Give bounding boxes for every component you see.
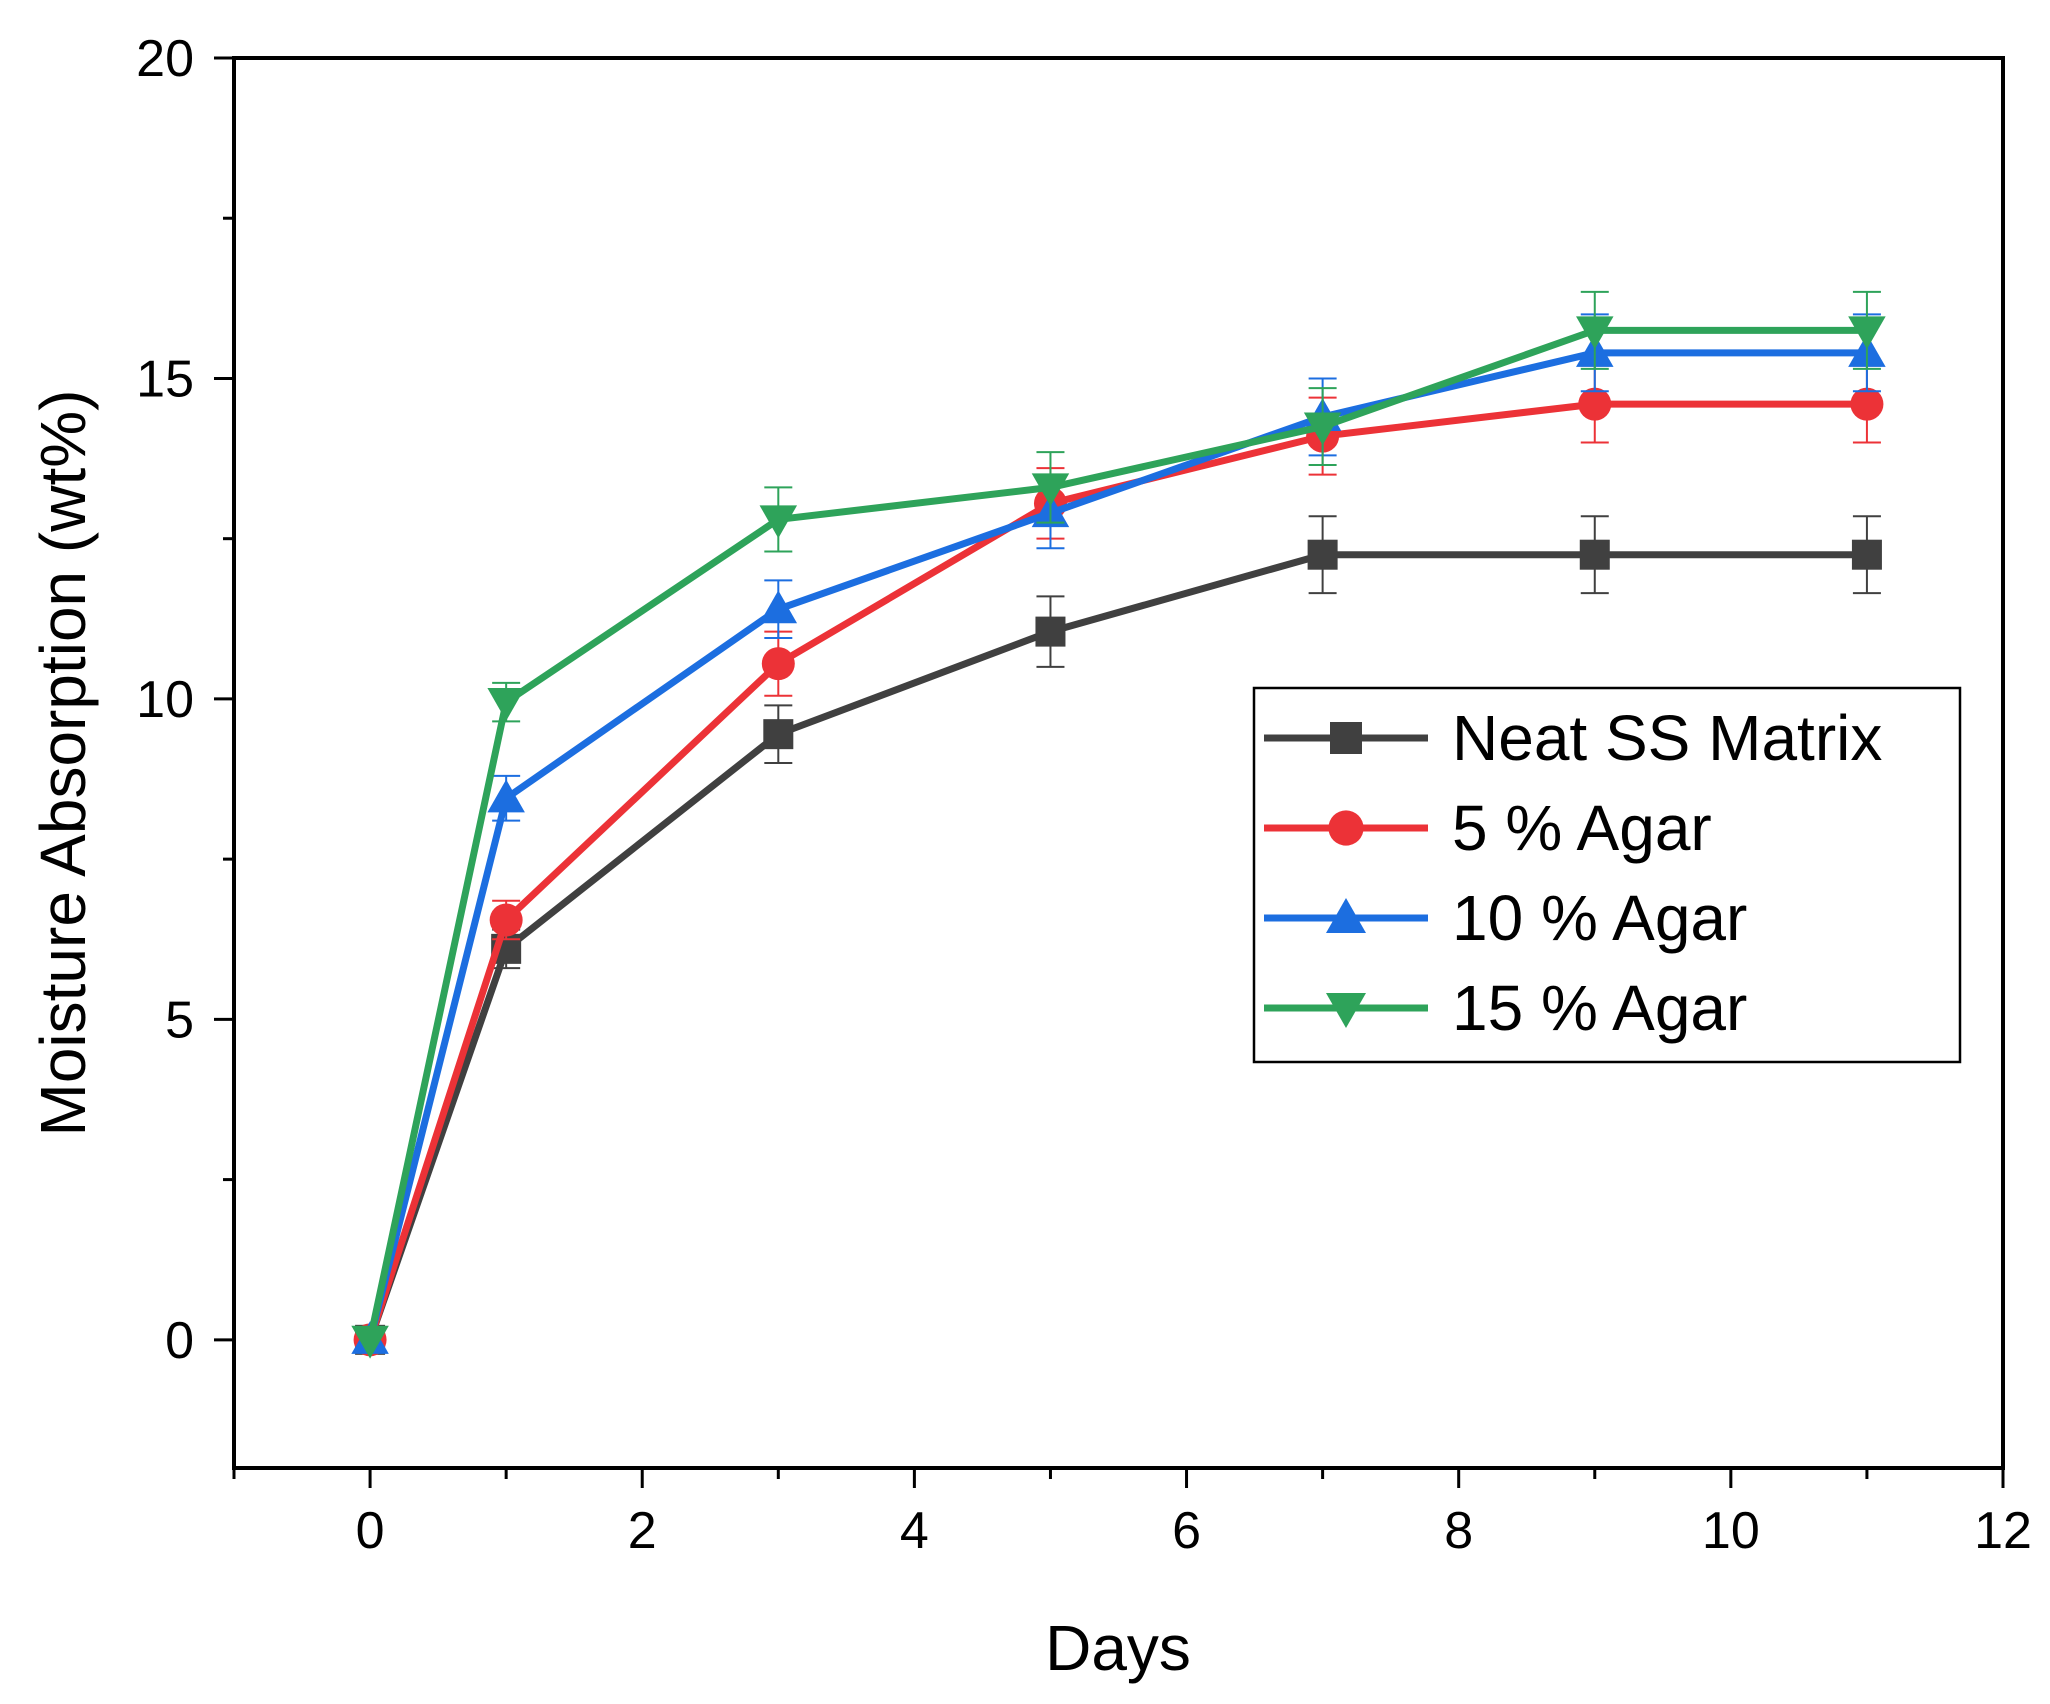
x-tick-label: 4: [900, 1502, 929, 1560]
legend-label: 10 % Agar: [1452, 882, 1747, 954]
y-tick-label: 0: [165, 1312, 194, 1370]
legend-entry-2: 10 % Agar: [1264, 882, 1747, 954]
x-tick-label: 10: [1702, 1502, 1760, 1560]
y-tick-label: 20: [136, 30, 194, 88]
y-tick-label: 10: [136, 671, 194, 729]
legend-label: Neat SS Matrix: [1452, 702, 1882, 774]
x-tick-label: 8: [1444, 1502, 1473, 1560]
data-point: [1307, 539, 1338, 570]
plot-frame: [232, 56, 2005, 1470]
legend-label: 5 % Agar: [1452, 792, 1712, 864]
legend-entry-0: Neat SS Matrix: [1264, 702, 1882, 774]
data-point: [1031, 473, 1070, 507]
data-point: [1576, 316, 1614, 350]
legend-marker: [1328, 810, 1364, 846]
data-point: [1303, 412, 1342, 446]
data-point: [1578, 387, 1612, 421]
data-point: [1850, 387, 1884, 421]
data-point: [1035, 616, 1066, 647]
legend-label: 15 % Agar: [1452, 972, 1747, 1044]
x-tick-label: 6: [1172, 1502, 1201, 1560]
legend: Neat SS Matrix 5 % Agar 10 % Agar 15 % Agar: [1252, 686, 1962, 1064]
data-point: [487, 779, 525, 813]
data-point: [763, 719, 794, 750]
legend-marker: [1326, 898, 1366, 933]
x-tick-label: 12: [1974, 1502, 2032, 1560]
data-point: [489, 903, 523, 937]
data-point: [761, 647, 795, 681]
axis-ticks: 0 2 4 6 8 10 12 0 5 10 15 20: [136, 30, 2032, 1560]
data-point: [1848, 316, 1886, 350]
legend-box: [1252, 686, 1962, 1064]
data-point: [759, 590, 798, 624]
x-axis-title: Days: [1045, 1612, 1191, 1684]
x-tick-label: 2: [628, 1502, 657, 1560]
legend-marker: [1330, 722, 1362, 754]
y-axis-title: Moisture Absorption (wt%): [27, 390, 99, 1137]
y-tick-label: 15: [136, 350, 194, 408]
legend-entry-3: 15 % Agar: [1264, 972, 1747, 1044]
data-point: [351, 1325, 389, 1359]
x-tick-label: 0: [356, 1502, 385, 1560]
legend-entry-1: 5 % Agar: [1264, 792, 1712, 864]
data-point: [487, 688, 525, 721]
legend-marker: [1326, 993, 1366, 1028]
series-layer: [351, 290, 1886, 1359]
series-3: [351, 290, 1886, 1359]
y-tick-label: 5: [165, 991, 194, 1049]
data-point: [1851, 539, 1882, 570]
data-point: [759, 505, 798, 539]
data-point: [1579, 539, 1610, 570]
